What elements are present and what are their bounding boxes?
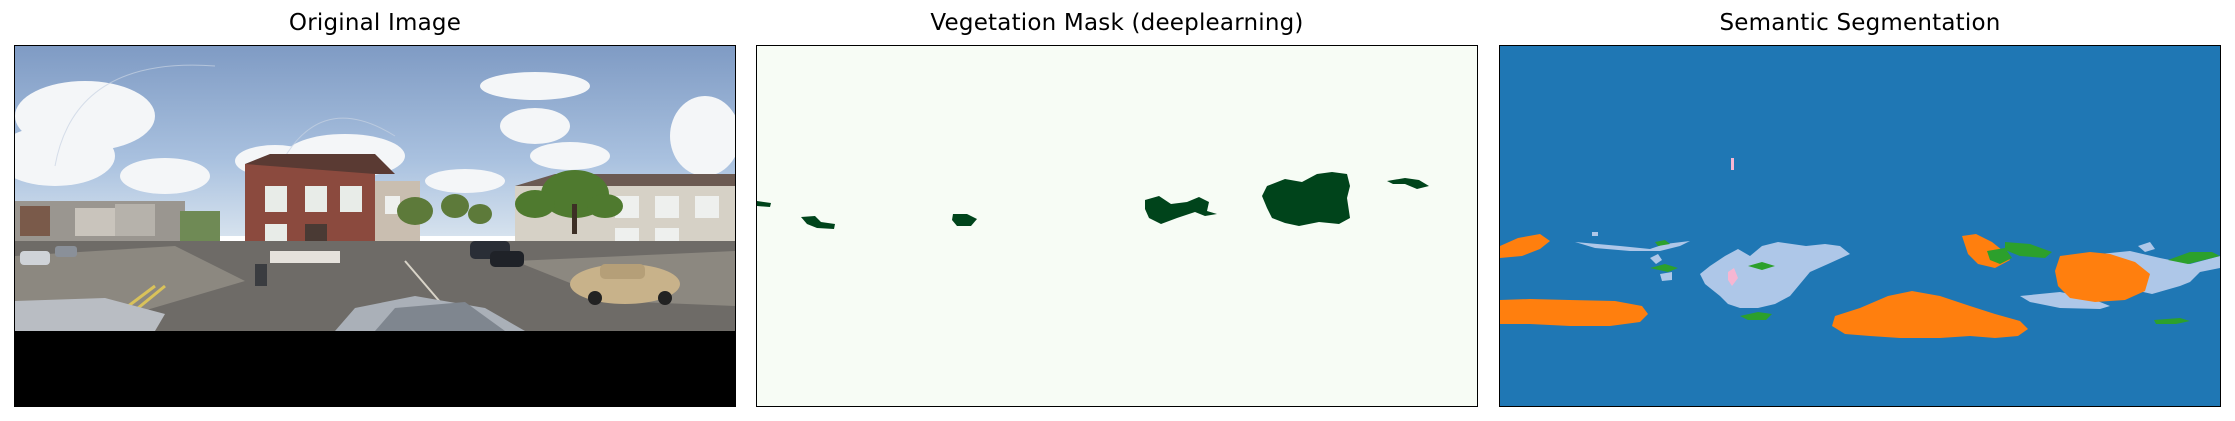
panel-semantic-segmentation: Semantic Segmentation: [1499, 0, 2221, 421]
segmentation-map: [1500, 46, 2220, 406]
segment-sky: [1500, 46, 2220, 406]
panel-original-image: Original Image: [14, 0, 736, 421]
street-trees: [397, 194, 492, 225]
segment-green: [1650, 240, 2220, 324]
original-image-frame: [14, 45, 736, 407]
panel-vegetation-mask: Vegetation Mask (deeplearning): [756, 0, 1478, 421]
black-bottom-region: [15, 331, 735, 406]
panel-title-segmentation: Semantic Segmentation: [1719, 10, 2001, 36]
mask-background: [757, 46, 1477, 406]
vegetation-blobs: [757, 172, 1429, 229]
segment-pink: [1728, 158, 1738, 286]
panel-title-vegetation: Vegetation Mask (deeplearning): [930, 10, 1304, 36]
vegetation-mask-frame: [756, 45, 1478, 407]
segmentation-frame: [1499, 45, 2221, 407]
original-street-photo: [15, 46, 735, 406]
vegetation-mask: [757, 46, 1477, 406]
panel-title-original: Original Image: [288, 10, 462, 36]
parked-cars: [20, 241, 680, 305]
